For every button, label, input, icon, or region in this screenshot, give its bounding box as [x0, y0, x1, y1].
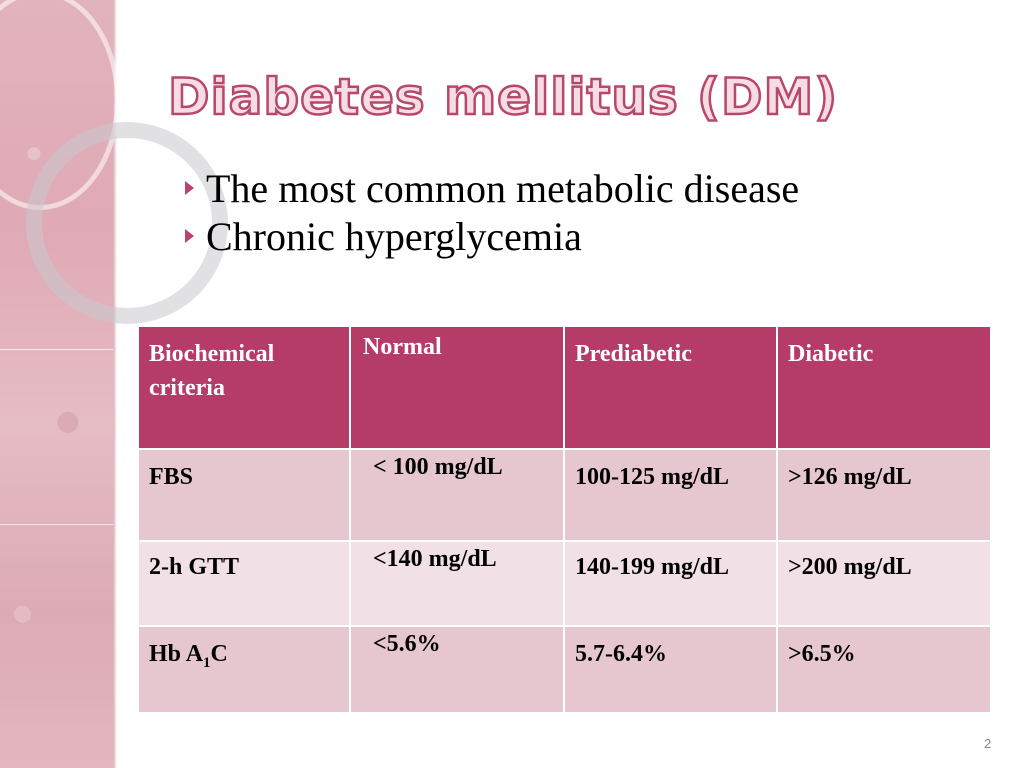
bullet-text: The most common metabolic disease: [206, 165, 800, 211]
header-prediabetic: Prediabetic: [563, 325, 778, 450]
normal-value: <5.6%: [349, 625, 565, 714]
row-label-fbs: FBS: [137, 448, 351, 542]
table-header-row: Biochemical criteria Normal Prediabetic …: [137, 325, 992, 450]
label-subscript: 1: [203, 654, 211, 671]
bullet-item: Chronic hyperglycemia: [185, 212, 799, 260]
bullet-item: The most common metabolic disease: [185, 164, 799, 212]
header-diabetic: Diabetic: [776, 325, 992, 450]
prediabetic-value: 100-125 mg/dL: [563, 448, 778, 542]
prediabetic-value: 140-199 mg/dL: [563, 540, 778, 627]
diagnostic-criteria-table: Biochemical criteria Normal Prediabetic …: [137, 325, 992, 714]
normal-value: < 100 mg/dL: [349, 448, 565, 542]
side-panel-divider: [0, 349, 113, 350]
diabetic-value: >126 mg/dL: [776, 448, 992, 542]
table-row: FBS < 100 mg/dL 100-125 mg/dL >126 mg/dL: [137, 448, 992, 542]
side-panel-divider: [0, 524, 113, 525]
page-number: 2: [984, 736, 992, 751]
diabetic-value: >200 mg/dL: [776, 540, 992, 627]
bullet-list: The most common metabolic disease Chroni…: [185, 164, 799, 260]
triangle-bullet-icon: [185, 181, 194, 195]
slide-title: Diabetes mellitus (DM): [167, 67, 839, 128]
label-main: Hb A: [149, 641, 204, 667]
label-end: C: [210, 641, 228, 667]
row-label-2h-gtt: 2-h GTT: [137, 540, 351, 627]
side-panel-edge: [113, 0, 117, 768]
bullet-text: Chronic hyperglycemia: [206, 213, 582, 259]
row-label-hba1c: Hb A1C: [137, 625, 351, 714]
table-row: 2-h GTT <140 mg/dL 140-199 mg/dL >200 mg…: [137, 540, 992, 627]
table-row: Hb A1C <5.6% 5.7-6.4% >6.5%: [137, 625, 992, 714]
normal-value: <140 mg/dL: [349, 540, 565, 627]
prediabetic-value: 5.7-6.4%: [563, 625, 778, 714]
header-biochemical-criteria: Biochemical criteria: [137, 325, 351, 450]
triangle-bullet-icon: [185, 229, 194, 243]
header-normal: Normal: [349, 325, 565, 450]
diabetic-value: >6.5%: [776, 625, 992, 714]
